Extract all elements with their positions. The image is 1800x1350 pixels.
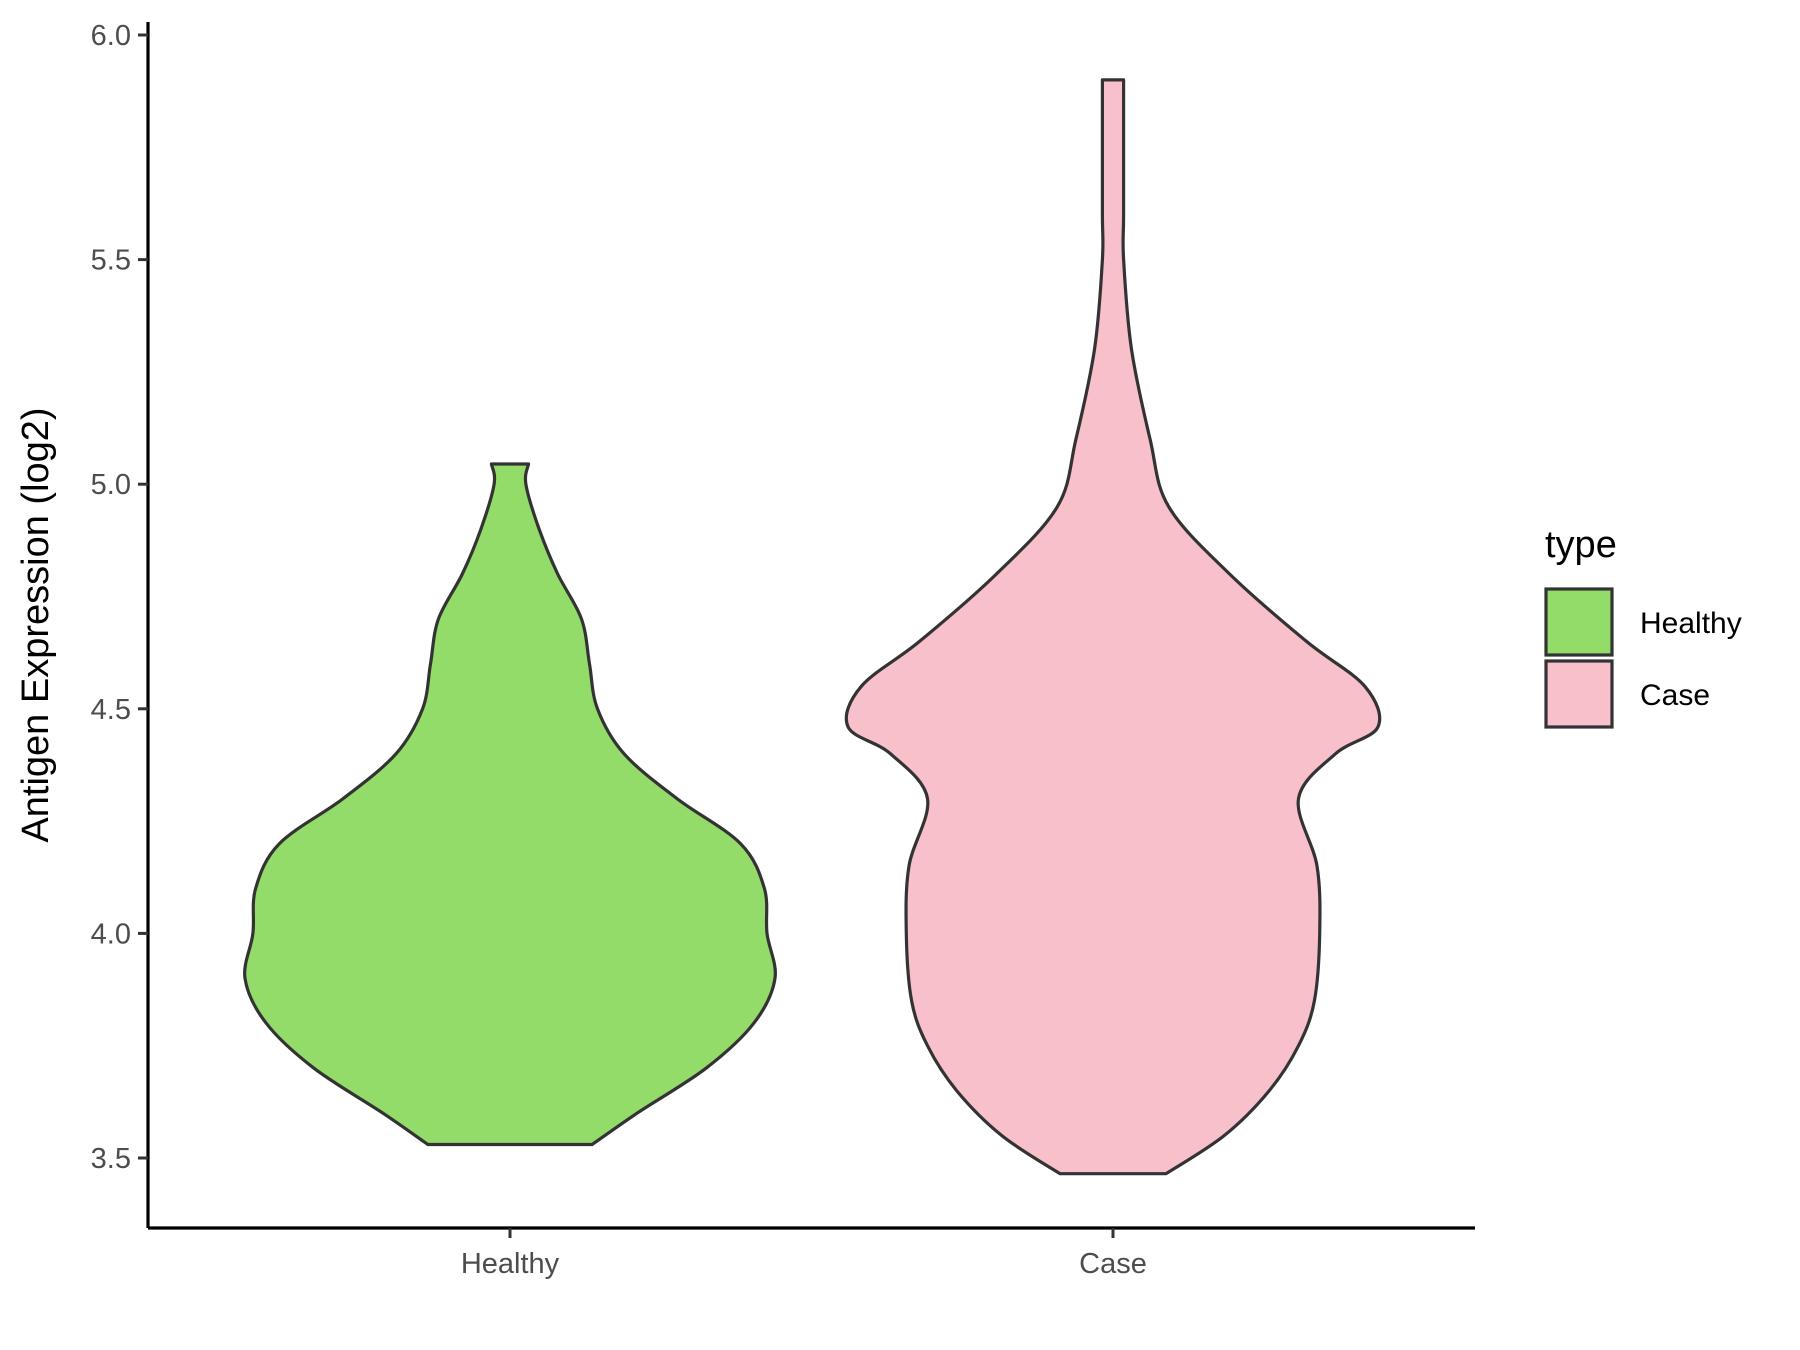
y-tick-label: 6.0 <box>91 20 131 52</box>
y-axis: 3.5 4.0 4.5 5.0 5.5 6.0 <box>91 20 150 1228</box>
legend-title: type <box>1545 524 1617 566</box>
x-tick-label: Case <box>1079 1248 1147 1280</box>
y-tick-label: 3.5 <box>91 1143 131 1175</box>
x-axis: Healthy Case <box>148 1226 1475 1280</box>
violin-case <box>844 78 1382 1176</box>
x-tick-label: Healthy <box>461 1248 560 1280</box>
y-tick-label: 4.5 <box>91 694 131 726</box>
y-tick-label: 5.5 <box>91 245 131 277</box>
y-tick-label: 4.0 <box>91 918 131 950</box>
violin-healthy <box>243 462 777 1147</box>
y-axis-title: Antigen Expression (log2) <box>15 407 57 842</box>
legend-key-healthy <box>1544 587 1614 657</box>
legend-label-case: Case <box>1640 679 1710 712</box>
legend: type Healthy Case <box>1544 524 1742 729</box>
legend-label-healthy: Healthy <box>1640 607 1742 640</box>
violin-layer <box>243 78 1382 1176</box>
y-tick-label: 5.0 <box>91 469 131 501</box>
legend-key-case <box>1544 659 1614 729</box>
